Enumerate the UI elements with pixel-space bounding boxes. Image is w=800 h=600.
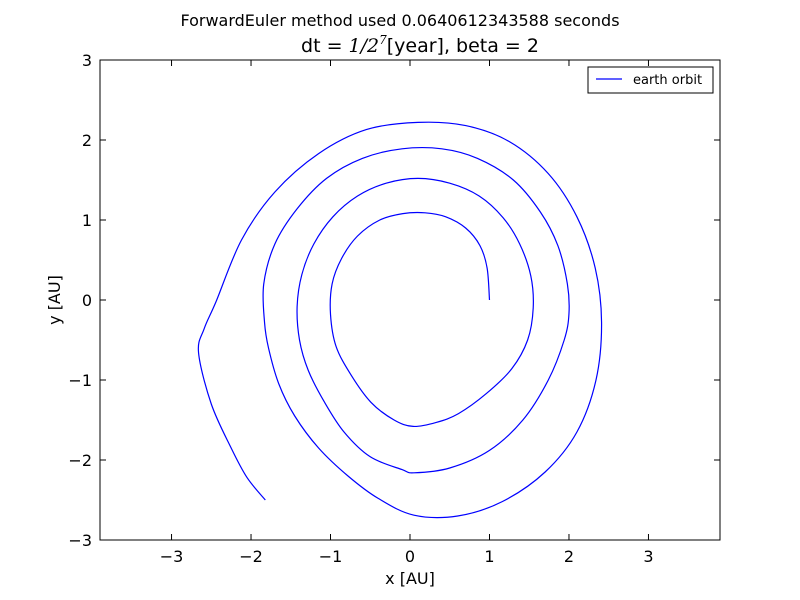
chart-title-math: 1/2: [349, 35, 380, 57]
y-tick-label: 1: [82, 211, 92, 230]
y-axis: −3 −2 −1 0 1 2 3: [68, 51, 720, 550]
y-tick-label: −2: [68, 451, 92, 470]
x-tick-label: −1: [319, 547, 343, 566]
plot-area: [197, 121, 603, 519]
legend: earth orbit: [587, 66, 714, 94]
y-tick-label: −1: [68, 371, 92, 390]
y-tick-label: 3: [82, 51, 92, 70]
axes-frame: [99, 59, 721, 541]
x-tick-label: 1: [484, 547, 494, 566]
x-tick-label: −3: [160, 547, 184, 566]
legend-label-earth-orbit: earth orbit: [633, 73, 702, 88]
legend-box: [587, 66, 714, 94]
x-tick-label: 0: [405, 547, 415, 566]
figure-suptitle: ForwardEuler method used 0.0640612343588…: [180, 11, 619, 30]
y-tick-label: 0: [82, 291, 92, 310]
y-tick-label: 2: [82, 131, 92, 150]
chart-title-prefix: dt =: [301, 35, 349, 57]
chart-title-exponent: 7: [379, 33, 387, 47]
x-tick-label: 3: [643, 547, 653, 566]
y-axis-label: y [AU]: [45, 275, 64, 325]
series-line-earth-orbit: [197, 121, 603, 519]
chart-title: dt = 1/27[year], beta = 2: [301, 33, 539, 57]
x-axis-label: x [AU]: [385, 569, 435, 588]
x-tick-label: −2: [239, 547, 263, 566]
x-axis: −3 −2 −1 0 1 2 3: [160, 60, 654, 566]
chart-title-suffix: [year], beta = 2: [387, 35, 539, 57]
x-tick-label: 2: [564, 547, 574, 566]
y-tick-label: −3: [68, 531, 92, 550]
